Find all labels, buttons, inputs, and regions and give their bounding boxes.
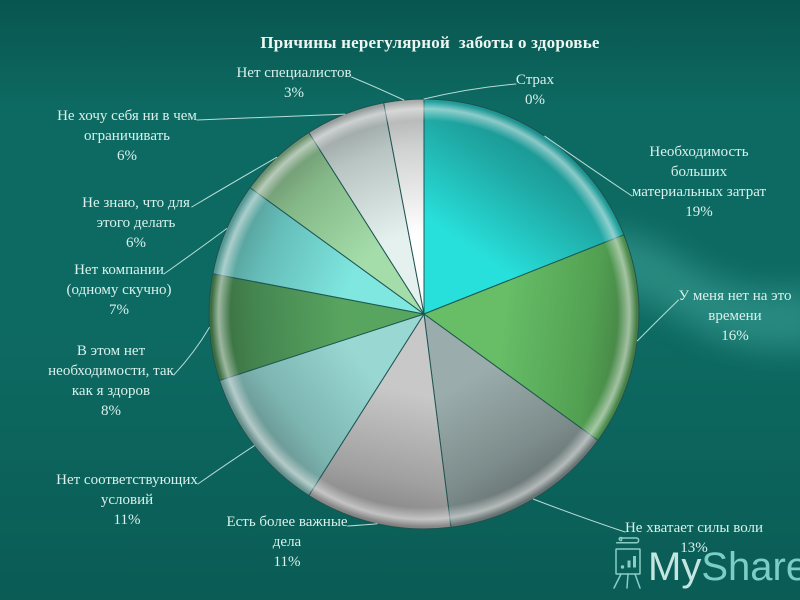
- svg-text:MyShared: MyShared: [648, 545, 800, 589]
